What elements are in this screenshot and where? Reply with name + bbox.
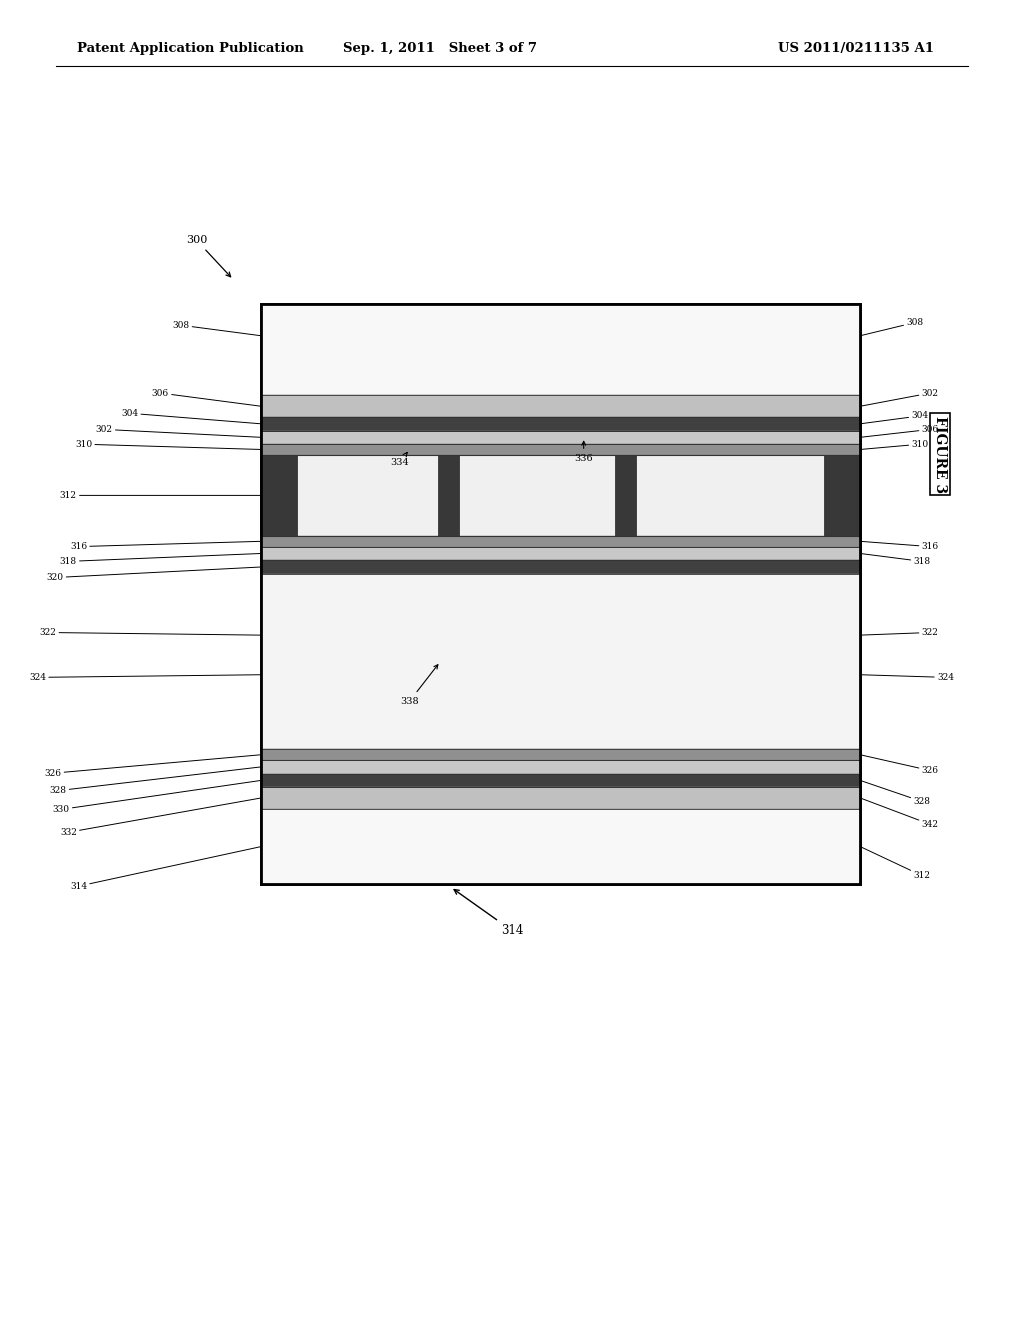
Bar — [261, 774, 860, 787]
Text: 334: 334 — [390, 453, 409, 467]
Text: 326: 326 — [860, 755, 939, 775]
Text: 330: 330 — [52, 780, 261, 814]
Bar — [261, 760, 860, 774]
Text: 304: 304 — [121, 409, 261, 424]
Bar — [261, 546, 860, 560]
Text: 318: 318 — [59, 553, 261, 566]
Text: 328: 328 — [49, 767, 261, 795]
Bar — [261, 560, 860, 574]
Text: 308: 308 — [172, 321, 261, 335]
Bar — [261, 455, 860, 536]
Text: 322: 322 — [860, 628, 938, 638]
Text: 338: 338 — [400, 665, 438, 706]
Text: 342: 342 — [860, 799, 939, 829]
Text: US 2011/0211135 A1: US 2011/0211135 A1 — [778, 42, 934, 55]
Bar — [261, 304, 860, 884]
Bar — [261, 750, 860, 760]
Text: Sep. 1, 2011   Sheet 3 of 7: Sep. 1, 2011 Sheet 3 of 7 — [343, 42, 538, 55]
Text: 310: 310 — [75, 440, 261, 450]
Text: 302: 302 — [95, 425, 261, 437]
Text: 312: 312 — [860, 846, 931, 880]
Bar — [438, 455, 459, 536]
Text: 324: 324 — [860, 673, 954, 682]
Bar — [261, 304, 860, 396]
Text: 316: 316 — [70, 541, 261, 552]
Bar — [261, 536, 860, 546]
Text: 328: 328 — [860, 780, 931, 807]
Bar — [261, 304, 860, 884]
Text: 322: 322 — [40, 628, 261, 638]
Text: 314: 314 — [70, 846, 261, 891]
Text: 306: 306 — [152, 388, 261, 407]
Text: 336: 336 — [574, 441, 593, 463]
Bar — [261, 417, 860, 430]
Text: 306: 306 — [860, 425, 939, 437]
Text: 316: 316 — [860, 541, 939, 552]
Text: 312: 312 — [59, 491, 261, 500]
Bar — [261, 809, 860, 884]
Bar — [824, 455, 860, 536]
Text: 308: 308 — [860, 318, 924, 335]
Bar — [261, 787, 860, 809]
Bar — [261, 396, 860, 417]
Text: 314: 314 — [454, 890, 523, 937]
Text: Patent Application Publication: Patent Application Publication — [77, 42, 303, 55]
Bar — [261, 574, 860, 750]
Text: 304: 304 — [860, 412, 929, 424]
Text: 300: 300 — [186, 235, 230, 277]
Bar — [261, 444, 860, 455]
Text: 326: 326 — [44, 755, 261, 777]
Bar — [614, 455, 636, 536]
Text: 332: 332 — [60, 799, 261, 837]
Text: 320: 320 — [46, 568, 261, 582]
Bar — [261, 430, 860, 444]
Text: 310: 310 — [860, 440, 929, 450]
Text: 302: 302 — [860, 388, 939, 407]
Text: FIGURE 3: FIGURE 3 — [933, 416, 947, 492]
Text: 318: 318 — [860, 553, 931, 566]
Bar — [261, 455, 297, 536]
Text: 324: 324 — [29, 673, 261, 682]
